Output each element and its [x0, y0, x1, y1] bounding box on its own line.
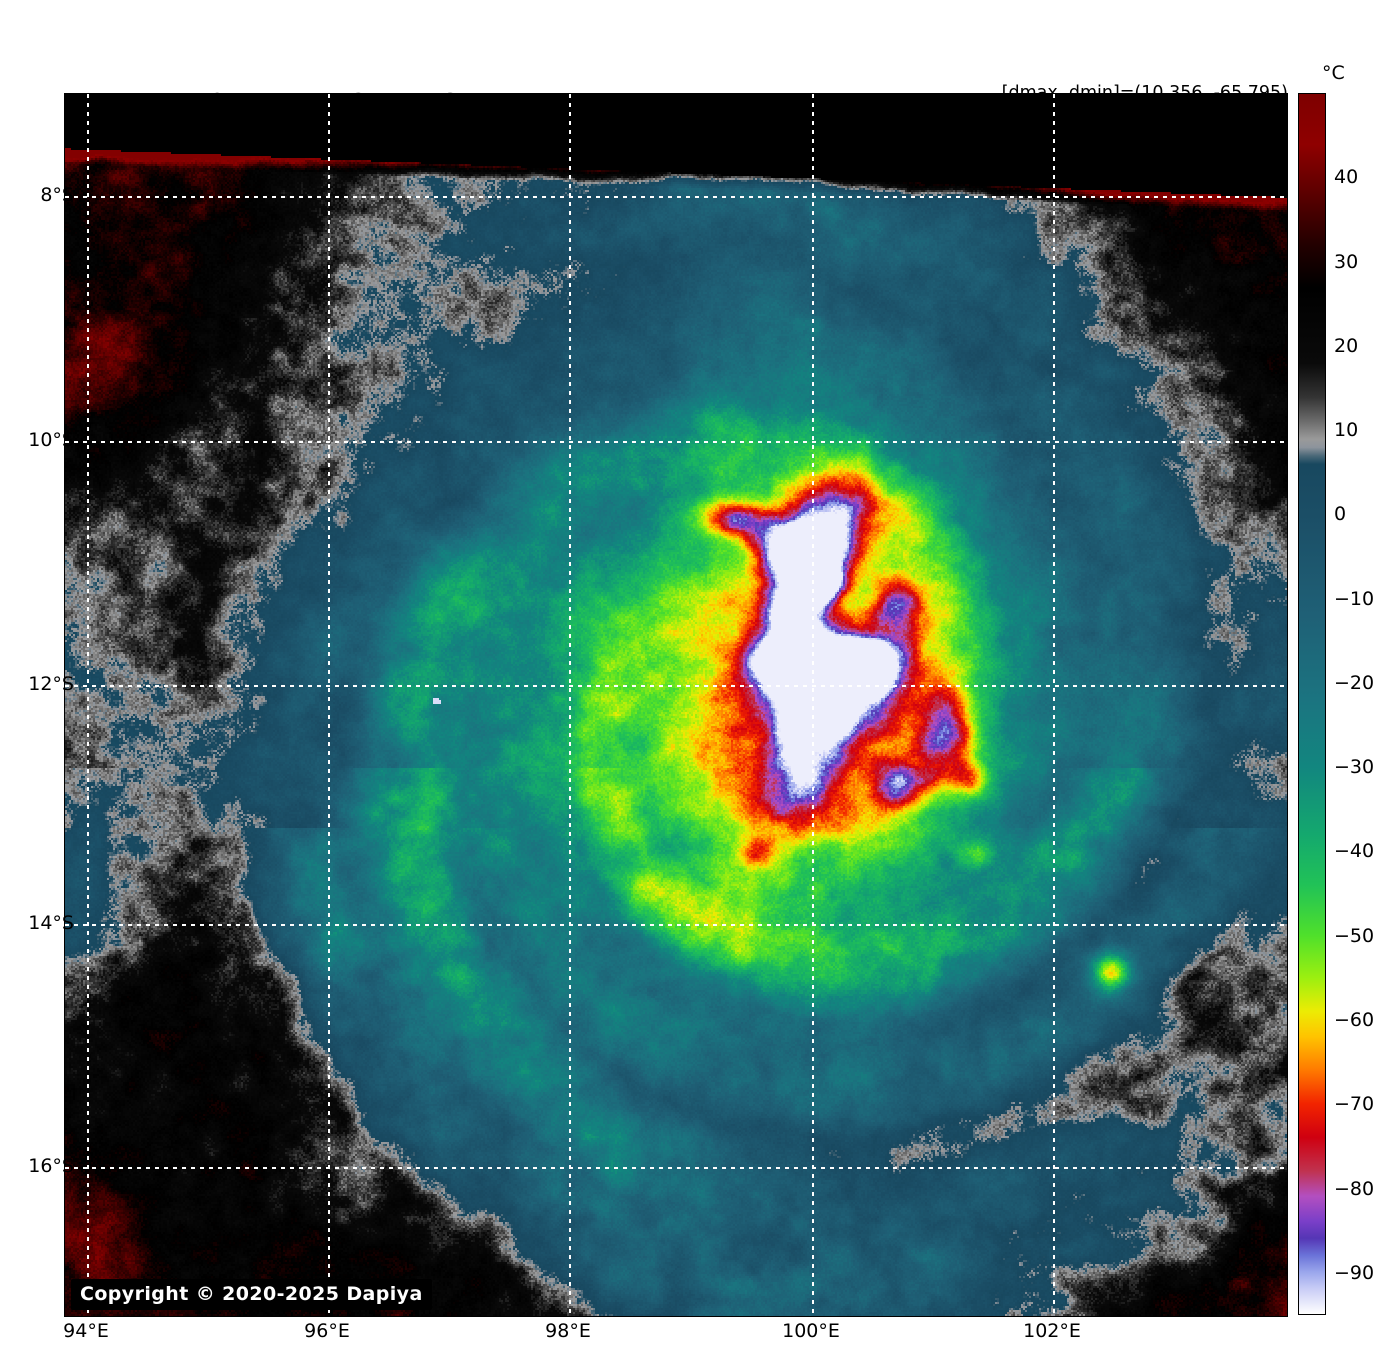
copyright-watermark: Copyright © 2020-2025 Dapiya	[71, 1279, 432, 1310]
colorbar-tick-minus50: −50	[1334, 924, 1375, 947]
colorbar-tick-minus10: −10	[1334, 587, 1375, 610]
satellite-imagery-plot: Copyright © 2020-2025 Dapiya	[64, 93, 1288, 1317]
longitude-tick-98E: 98°E	[545, 1320, 591, 1342]
latitude-tick-12S: 12°S	[28, 673, 74, 695]
colorbar-tick-minus80: −80	[1334, 1177, 1375, 1200]
colorbar-gradient	[1299, 94, 1325, 1314]
colorbar-tick-20: 20	[1334, 334, 1359, 357]
colorbar-tick-30: 30	[1334, 250, 1359, 273]
colorbar-tick-40: 40	[1334, 166, 1359, 189]
infrared-brightness-temperature-raster	[65, 94, 1287, 1316]
latitude-tick-8S: 8°S	[40, 184, 74, 206]
latitude-tick-10S: 10°S	[28, 429, 74, 451]
colorbar-tick-minus30: −30	[1334, 756, 1375, 779]
colorbar-tick-minus20: −20	[1334, 671, 1375, 694]
latitude-tick-14S: 14°S	[28, 912, 74, 934]
colorbar-tick-minus60: −60	[1334, 1009, 1375, 1032]
latitude-tick-16S: 16°S	[28, 1155, 74, 1177]
longitude-tick-100E: 100°E	[782, 1320, 840, 1342]
colorbar-tick-10: 10	[1334, 419, 1359, 442]
colorbar-tick-minus70: −70	[1334, 1093, 1375, 1116]
longitude-tick-94E: 94°E	[63, 1320, 109, 1342]
colorbar-unit-label: °C	[1322, 62, 1345, 84]
colorbar-tick-minus40: −40	[1334, 840, 1375, 863]
colorbar-tick-minus90: −90	[1334, 1261, 1375, 1284]
colorbar-tick-0: 0	[1334, 503, 1347, 526]
longitude-tick-96E: 96°E	[304, 1320, 350, 1342]
temperature-colorbar	[1298, 93, 1326, 1315]
longitude-tick-102E: 102°E	[1023, 1320, 1081, 1342]
